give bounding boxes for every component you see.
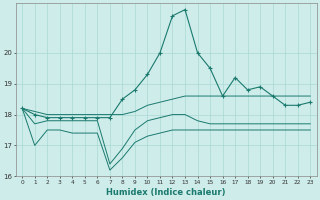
- X-axis label: Humidex (Indice chaleur): Humidex (Indice chaleur): [107, 188, 226, 197]
